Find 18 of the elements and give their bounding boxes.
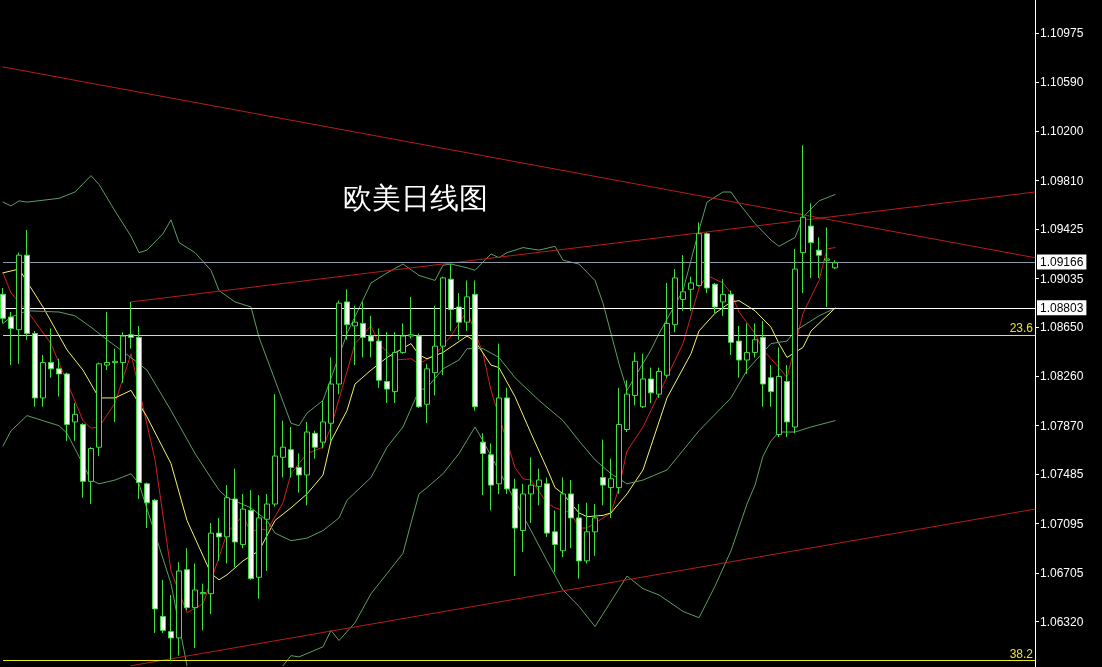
y-tick-label: 1.06705 <box>1040 565 1084 580</box>
y-tick-label: 1.06320 <box>1040 614 1084 629</box>
y-tick-label: 1.07870 <box>1040 418 1084 433</box>
annotation: 38.2 <box>1009 646 1034 661</box>
annotation: 23.6 <box>1009 320 1034 335</box>
y-tick-label: 1.07485 <box>1040 467 1084 482</box>
y-tick-label: 1.08260 <box>1040 369 1084 384</box>
y-tick-label: 1.08650 <box>1040 320 1084 335</box>
y-tick-label: 1.09035 <box>1040 271 1084 286</box>
y-tick-label: 1.07095 <box>1040 516 1084 531</box>
y-tick-label: 1.10975 <box>1040 26 1084 41</box>
y-tick-label: 1.09425 <box>1040 222 1084 237</box>
y-tick-label: 1.10590 <box>1040 75 1084 90</box>
y-tick-label: 1.09810 <box>1040 173 1084 188</box>
ref-line-label: 1.09166 <box>1040 255 1084 269</box>
y-tick-label: 1.10200 <box>1040 124 1084 139</box>
text: 欧美日线图 <box>343 181 488 214</box>
ref-line-label: 1.08803 <box>1040 300 1084 315</box>
